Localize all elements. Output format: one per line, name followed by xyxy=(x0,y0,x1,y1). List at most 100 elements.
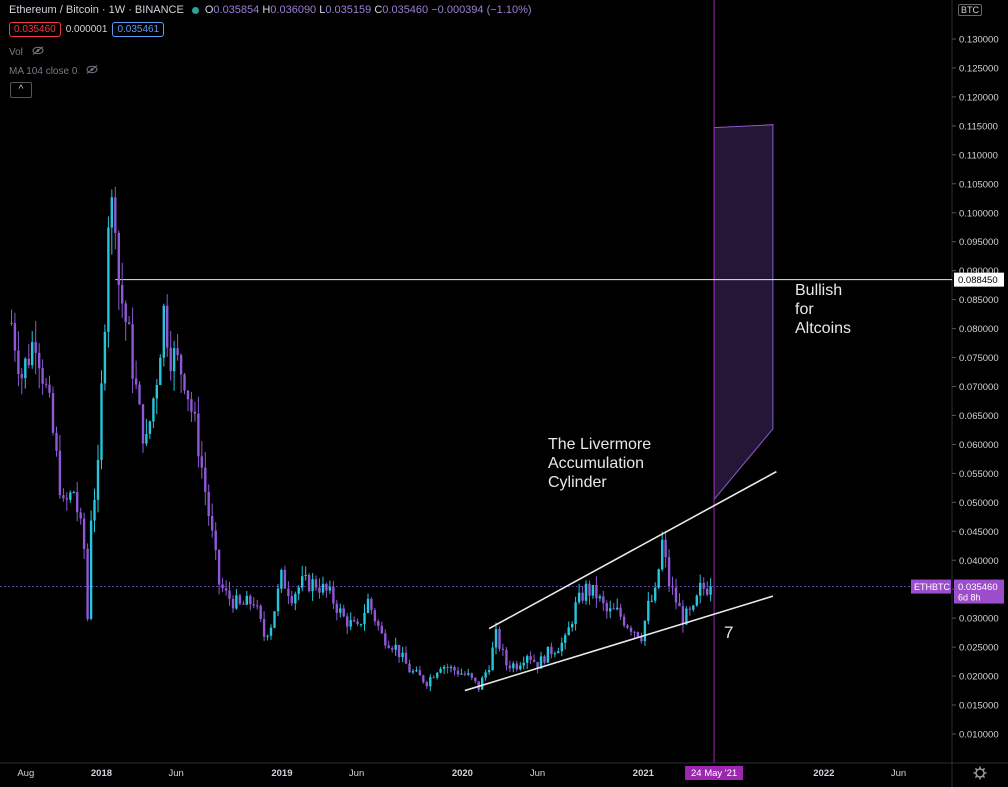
last-price-label: 0.035460 xyxy=(958,582,998,593)
candle-body xyxy=(481,677,484,690)
candle-body xyxy=(543,656,546,663)
candle-body xyxy=(62,495,65,499)
gear-tooth xyxy=(982,767,986,771)
candle-body xyxy=(276,588,280,612)
upper-trend-line xyxy=(488,470,777,630)
candle-body xyxy=(470,673,473,678)
candle-body xyxy=(117,232,120,285)
time-tick-label: 2018 xyxy=(91,768,112,779)
candle-body xyxy=(415,670,418,672)
candle-body xyxy=(699,582,702,596)
candle-body xyxy=(27,358,30,365)
candle-body xyxy=(709,586,712,595)
volume-indicator[interactable]: Vol xyxy=(9,46,44,58)
candle-body xyxy=(335,603,338,613)
candle-body xyxy=(273,611,276,628)
symbol-title[interactable]: Ethereum / Bitcoin · 1W · BINANCE xyxy=(9,4,184,16)
candle-body xyxy=(259,605,262,619)
buy-price-button[interactable]: 0.035461 xyxy=(112,22,165,37)
time-axis: Aug 2018 Jun 2019 Jun 2020 Jun 2021 2022 Jun xyxy=(17,768,906,779)
candle-body xyxy=(44,383,48,385)
candle-body xyxy=(332,586,335,604)
volume-label: Vol xyxy=(9,47,23,58)
currency-badge[interactable]: BTC xyxy=(958,4,982,16)
candle-body xyxy=(654,587,657,601)
candle-body xyxy=(190,399,193,412)
date-highlight-label: 24 May '21 xyxy=(691,768,737,779)
time-tick-label: 2021 xyxy=(633,768,655,779)
candle-body xyxy=(69,492,72,500)
trade-prices: 0.035460 0.000001 0.035461 xyxy=(9,22,165,37)
candle-body xyxy=(249,595,252,605)
candle-body xyxy=(96,459,100,500)
candle-body xyxy=(86,548,89,619)
candle-body xyxy=(245,595,248,605)
date-highlight-tag xyxy=(685,766,744,780)
candle-body xyxy=(612,608,615,610)
price-tick-label: 0.040000 xyxy=(959,556,999,567)
price-tick-label: 0.105000 xyxy=(959,179,999,190)
candle-body xyxy=(702,582,705,589)
candle-body xyxy=(678,602,681,607)
candles-group xyxy=(10,186,712,692)
price-tick-label: 0.130000 xyxy=(959,35,999,46)
sell-price-button[interactable]: 0.035460 xyxy=(9,22,61,37)
candle-body xyxy=(591,585,595,596)
candle-body xyxy=(325,583,328,591)
candle-body xyxy=(103,331,107,384)
ma-indicator[interactable]: MA 104 close 0 xyxy=(9,65,98,77)
candle-body xyxy=(671,586,674,588)
candle-body xyxy=(491,647,494,671)
candle-body xyxy=(304,575,307,577)
time-tick-label: 2020 xyxy=(452,768,473,779)
candle-body xyxy=(605,603,608,612)
candle-body xyxy=(598,596,602,599)
candle-body xyxy=(252,604,255,606)
candle-body xyxy=(31,342,34,366)
eye-hidden-icon[interactable] xyxy=(86,65,98,77)
candle-body xyxy=(79,512,82,519)
candle-body xyxy=(567,627,570,636)
candle-body xyxy=(429,677,432,687)
candle-body xyxy=(505,649,508,666)
candle-body xyxy=(238,595,242,604)
candle-body xyxy=(217,550,221,585)
candle-body xyxy=(100,383,103,460)
candle-body xyxy=(114,197,117,233)
gear-tooth xyxy=(974,767,978,771)
price-tick-label: 0.110000 xyxy=(959,150,998,161)
market-status-dot xyxy=(191,6,199,14)
candle-body xyxy=(231,598,235,609)
candle-body xyxy=(629,627,633,632)
candle-body xyxy=(321,583,325,593)
countdown-label: 6d 8h xyxy=(958,593,981,603)
candle-body xyxy=(560,642,563,652)
candle-body xyxy=(197,413,200,457)
candle-body xyxy=(553,653,557,655)
candle-body xyxy=(24,358,27,379)
price-tick-label: 0.085000 xyxy=(959,295,999,306)
candle-body xyxy=(294,593,297,604)
candle-body xyxy=(519,665,522,670)
candle-body xyxy=(176,348,179,355)
resistance-price-label: 0.088450 xyxy=(958,275,998,286)
symbol-tag xyxy=(911,579,951,594)
candle-body xyxy=(539,656,543,669)
candle-body xyxy=(532,659,536,662)
candle-body xyxy=(394,644,397,650)
candle-body xyxy=(650,600,653,602)
candle-body xyxy=(643,620,647,642)
gear-tooth xyxy=(974,775,978,779)
time-tick-label: Jun xyxy=(530,768,545,779)
candle-body xyxy=(681,606,685,625)
candle-body xyxy=(297,587,300,594)
candle-body xyxy=(526,656,529,663)
candle-body xyxy=(339,608,342,613)
symbol-tag-label: ETHBTC xyxy=(914,582,951,592)
eye-hidden-icon[interactable] xyxy=(32,46,44,58)
livermore-annotation: The Livermore Accumulation Cylinder xyxy=(548,436,651,491)
price-tick-label: 0.060000 xyxy=(959,440,999,451)
chevron-up-icon[interactable]: ^ xyxy=(10,82,32,98)
settings-gear-icon[interactable] xyxy=(973,766,987,780)
